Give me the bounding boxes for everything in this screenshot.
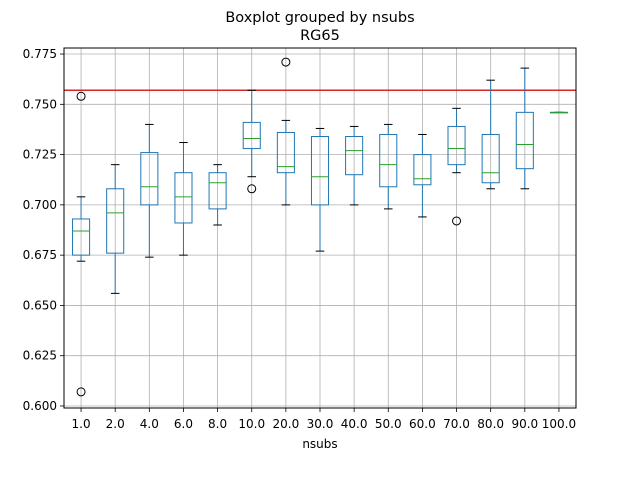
- y-tick-label: 0.650: [23, 298, 57, 312]
- box-iqr: [106, 188, 125, 254]
- x-tick-label: 100.0: [542, 417, 576, 431]
- y-tick-label: 0.750: [23, 97, 57, 111]
- box-group-20.0: [276, 57, 295, 206]
- y-tick-label: 0.625: [23, 349, 57, 363]
- y-tick-label: 0.775: [23, 47, 57, 61]
- box-iqr: [140, 152, 159, 206]
- box-group-80.0: [481, 79, 500, 190]
- box-group-30.0: [310, 127, 330, 252]
- x-tick-label: 20.0: [273, 417, 300, 431]
- chart-title-line1: Boxplot grouped by nsubs: [225, 10, 414, 26]
- box-group-90.0: [515, 67, 534, 190]
- x-tick-label: 8.0: [208, 417, 227, 431]
- y-tick-label: 0.725: [23, 148, 57, 162]
- box-iqr: [515, 111, 534, 170]
- chart-title-line2: RG65: [300, 28, 340, 44]
- x-tick-label: 90.0: [511, 417, 538, 431]
- outlier-point: [452, 216, 462, 226]
- box-iqr: [72, 218, 91, 256]
- x-axis-label: nsubs: [302, 437, 337, 451]
- x-tick-label: 40.0: [341, 417, 368, 431]
- outlier-point: [76, 387, 86, 397]
- box-group-70.0: [447, 107, 466, 226]
- x-tick-label: 70.0: [443, 417, 470, 431]
- x-tick-label: 80.0: [477, 417, 504, 431]
- box-iqr: [481, 133, 500, 184]
- box-group-2.0: [106, 164, 125, 294]
- box-group-4.0: [140, 123, 159, 258]
- y-tick-label: 0.675: [23, 248, 57, 262]
- box-group-6.0: [174, 142, 193, 256]
- grid-layer: [64, 48, 576, 408]
- plot-frame: [63, 47, 577, 409]
- box-iqr: [447, 125, 466, 166]
- x-tick-label: 2.0: [106, 417, 125, 431]
- box-iqr: [379, 133, 398, 188]
- x-tick-label: 60.0: [409, 417, 436, 431]
- box-group-8.0: [208, 164, 227, 226]
- outlier-point: [247, 184, 257, 194]
- box-iqr: [276, 131, 295, 174]
- box-iqr: [413, 154, 432, 186]
- x-tick-label: 50.0: [375, 417, 402, 431]
- box-iqr: [174, 172, 193, 224]
- x-tick-label: 6.0: [174, 417, 193, 431]
- box-group-60.0: [413, 133, 432, 218]
- x-tick-label: 10.0: [238, 417, 265, 431]
- box-iqr: [242, 121, 261, 150]
- ticks-layer: 0.600 0.625 0.650 0.675 0.700 0.725 0.750 0.775…: [23, 47, 576, 431]
- box-iqr: [208, 172, 227, 210]
- box-group-50.0: [379, 123, 398, 210]
- y-tick-label: 0.700: [23, 198, 57, 212]
- boxes-layer: [72, 57, 568, 397]
- box-iqr: [345, 135, 364, 176]
- outlier-point: [76, 91, 86, 101]
- box-group-100.0: [549, 111, 568, 114]
- outlier-point: [281, 57, 291, 67]
- box-iqr: [310, 135, 330, 206]
- box-group-1.0: [72, 91, 91, 397]
- x-tick-label: 4.0: [140, 417, 159, 431]
- box-group-10.0: [242, 89, 261, 194]
- x-tick-label: 1.0: [72, 417, 91, 431]
- x-tick-label: 30.0: [307, 417, 334, 431]
- y-tick-label: 0.600: [23, 399, 57, 413]
- box-group-40.0: [345, 125, 364, 206]
